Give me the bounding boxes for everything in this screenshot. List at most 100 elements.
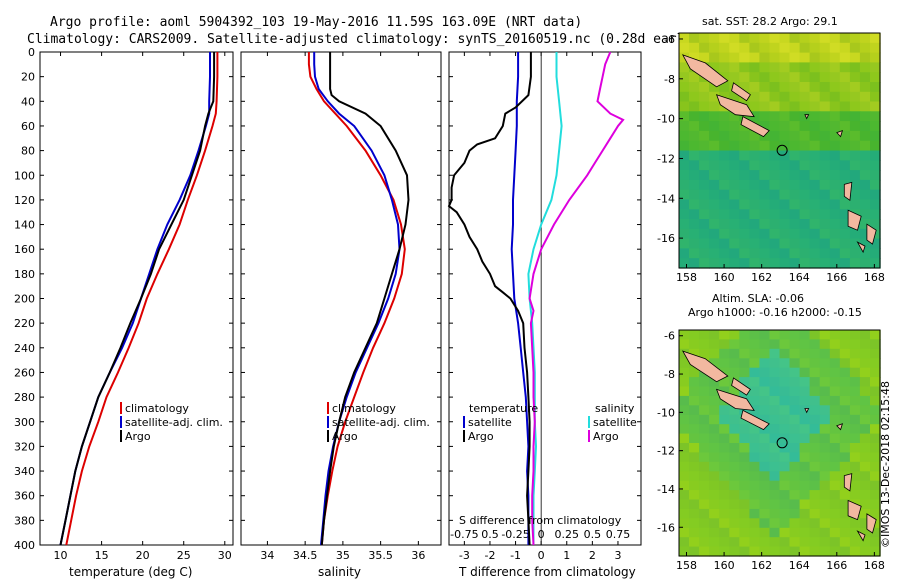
map-cell: [679, 209, 690, 220]
map-cell: [769, 480, 781, 491]
map-cell: [689, 238, 700, 249]
map-cell: [789, 443, 801, 453]
map-cell: [769, 170, 781, 181]
map-cell: [819, 367, 831, 378]
map-cell: [719, 452, 730, 463]
map-cell: [769, 471, 781, 482]
map-cell: [870, 471, 881, 482]
map-cell: [769, 452, 781, 463]
map-cell: [839, 367, 851, 378]
map-cell: [870, 52, 881, 63]
island: [681, 54, 729, 88]
map-cell: [679, 480, 690, 491]
map-cell: [789, 160, 801, 171]
map-cell: [679, 258, 690, 269]
lat-tick-label: -14: [657, 483, 675, 496]
map-cell: [849, 189, 861, 201]
map-cell: [719, 405, 730, 416]
map-cell: [679, 238, 690, 249]
series-t-argo: [447, 52, 532, 546]
map-cell: [769, 348, 781, 359]
map-cell: [769, 72, 781, 83]
map-cell: [849, 348, 861, 359]
legend-climatology: climatology: [125, 402, 189, 415]
map-cell: [699, 52, 710, 63]
map-cell: [769, 518, 781, 529]
map-cell: [870, 258, 881, 269]
map-cell: [749, 433, 761, 444]
plot-frame: [240, 51, 442, 546]
island: [715, 388, 755, 411]
map-cell: [789, 452, 801, 463]
map-cell: [679, 111, 690, 122]
map-cell: [769, 339, 781, 350]
lat-tick-label: -8: [664, 368, 675, 381]
map-cell: [809, 199, 821, 210]
map-cell: [719, 424, 730, 435]
map-cell: [699, 377, 710, 388]
map-cell: [759, 405, 771, 416]
map-cell: [759, 386, 771, 397]
map-cell: [739, 443, 750, 453]
map-cell: [729, 248, 740, 259]
lon-tick-label: 158: [676, 559, 697, 572]
map-cell: [769, 395, 781, 406]
map-cell: [729, 527, 740, 538]
map-cell: [709, 499, 720, 510]
map-cell: [699, 199, 710, 210]
map-cell: [729, 471, 740, 482]
map-cell: [759, 238, 771, 249]
map-cell: [849, 150, 861, 161]
map-cell: [819, 424, 831, 435]
map-cell: [859, 150, 871, 161]
map-cell: [870, 238, 881, 249]
map-cell: [849, 72, 861, 83]
map-cell: [719, 339, 730, 350]
map-cell: [719, 527, 730, 538]
map-cell: [689, 82, 700, 93]
map-cell: [719, 150, 730, 161]
island: [804, 408, 810, 414]
map-cell: [819, 414, 831, 425]
island: [856, 530, 866, 542]
map-cell: [870, 377, 881, 388]
map-cell: [759, 480, 771, 491]
x-tick-label: 2: [589, 549, 596, 562]
map-cell: [769, 189, 781, 201]
map-cell: [739, 111, 750, 122]
map-cell: [839, 91, 851, 103]
map-cell: [779, 330, 791, 340]
map-cell: [769, 52, 781, 63]
map-cell: [749, 395, 761, 406]
map-cell: [809, 471, 821, 482]
map-cell: [849, 527, 861, 538]
map-cell: [779, 461, 791, 472]
map-cell: [859, 452, 871, 463]
map-cell: [870, 395, 881, 406]
map-cell: [759, 150, 771, 161]
map-cell: [819, 461, 831, 472]
map-cell: [799, 395, 811, 406]
map-cell: [809, 443, 821, 453]
map-cell: [799, 82, 811, 93]
map-cell: [859, 199, 871, 210]
island: [731, 377, 751, 396]
map-cell: [749, 358, 761, 369]
map-cell: [689, 367, 700, 378]
map-cell: [719, 189, 730, 201]
map-cell: [829, 209, 841, 220]
map-cell: [709, 209, 720, 220]
map-cell: [809, 150, 821, 161]
map-cell: [699, 546, 710, 557]
map-cell: [729, 367, 740, 378]
map-cell: [809, 140, 821, 152]
map-cell: [789, 72, 801, 83]
map-cell: [789, 140, 801, 152]
map-cell: [679, 508, 690, 519]
header-line2: Climatology: CARS2009. Satellite-adjuste…: [27, 32, 716, 47]
x-tick-label: 20: [136, 549, 150, 562]
map-cell: [779, 111, 791, 122]
map-cell: [829, 179, 841, 191]
map-cell: [829, 150, 841, 161]
y-tick-label: 320: [14, 440, 35, 453]
